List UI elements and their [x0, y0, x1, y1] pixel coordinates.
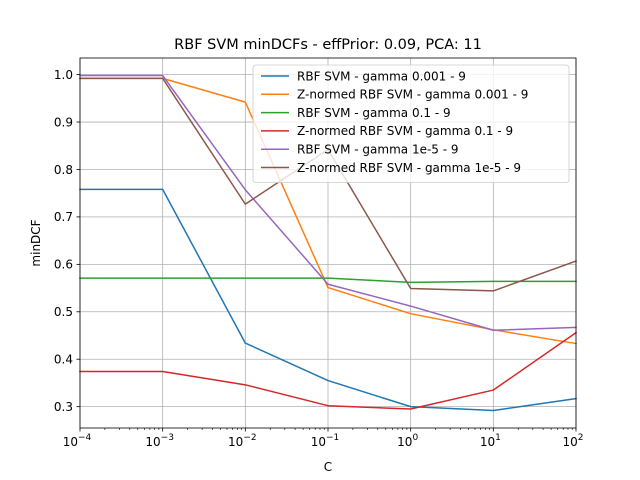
y-tick-label: 1.0 — [54, 68, 73, 82]
x-tick-label: 102 — [562, 433, 583, 449]
y-tick-label: 0.6 — [54, 258, 73, 272]
legend-label-3: RBF SVM - gamma 0.1 - 9 — [297, 106, 451, 120]
legend-label-4: Z-normed RBF SVM - gamma 0.1 - 9 — [297, 124, 513, 138]
y-tick-label: 0.4 — [54, 353, 73, 367]
x-axis-label: C — [324, 460, 332, 474]
legend-label-1: RBF SVM - gamma 0.001 - 9 — [297, 69, 466, 83]
y-axis-label: minDCF — [29, 219, 43, 266]
x-tick-label: 10−1 — [311, 433, 340, 449]
legend-label-6: Z-normed RBF SVM - gamma 1e-5 - 9 — [297, 161, 521, 175]
legend-box — [252, 64, 570, 183]
legend-label-5: RBF SVM - gamma 1e-5 - 9 — [297, 143, 459, 157]
series-line-4 — [79, 331, 578, 410]
series-line-5 — [79, 74, 577, 332]
y-tick-label: 0.7 — [54, 210, 73, 224]
x-tick-label: 100 — [397, 433, 418, 449]
x-tick-label: 10−2 — [228, 433, 257, 449]
y-tick-label: 0.3 — [54, 400, 73, 414]
series-line-1 — [79, 188, 577, 412]
x-tick-label: 101 — [480, 433, 501, 449]
y-tick-label: 0.9 — [54, 115, 73, 129]
x-tick-label: 10−3 — [145, 433, 174, 449]
series-line-3 — [79, 277, 577, 284]
chart-title: RBF SVM minDCFs - effPrior: 0.09, PCA: 1… — [174, 37, 482, 53]
axis-ticks: 10−4 10−3 10−2 10−1 100 101 102 0.3 0.4 0.5 0.6 0.7… — [54, 68, 584, 449]
y-tick-label: 0.5 — [54, 305, 73, 319]
y-tick-label: 0.8 — [54, 163, 73, 177]
x-tick-label: 10−4 — [63, 433, 92, 449]
legend: RBF SVM - gamma 0.001 - 9 Z-normed RBF SV… — [252, 64, 570, 183]
legend-label-2: Z-normed RBF SVM - gamma 0.001 - 9 — [297, 88, 528, 102]
